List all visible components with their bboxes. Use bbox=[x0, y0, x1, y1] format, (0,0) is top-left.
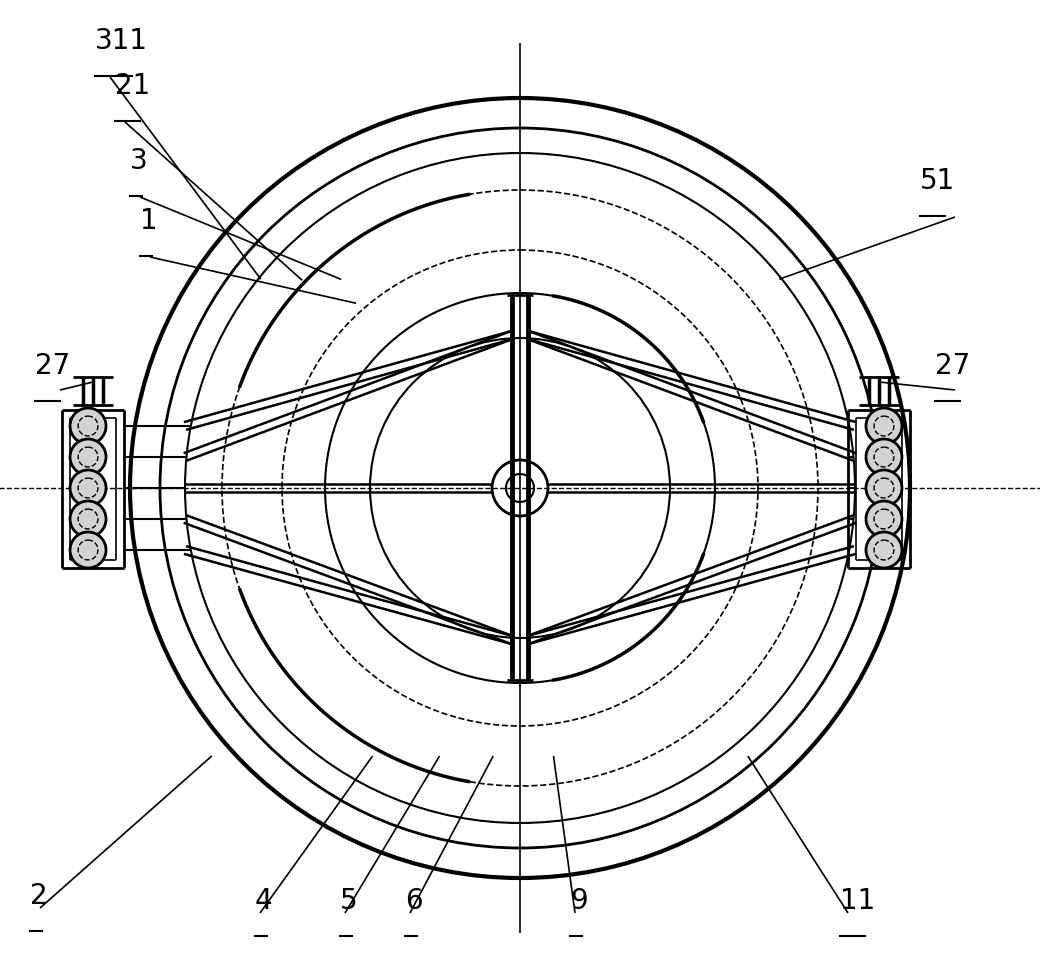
Circle shape bbox=[866, 408, 902, 444]
Circle shape bbox=[866, 532, 902, 568]
Text: 2: 2 bbox=[30, 882, 48, 910]
Circle shape bbox=[866, 470, 902, 506]
Circle shape bbox=[866, 501, 902, 537]
Text: 9: 9 bbox=[570, 887, 588, 915]
Text: 4: 4 bbox=[255, 887, 272, 915]
Text: 1: 1 bbox=[140, 207, 158, 235]
Circle shape bbox=[70, 408, 106, 444]
Text: 27: 27 bbox=[35, 352, 71, 380]
Text: 5: 5 bbox=[340, 887, 358, 915]
Text: 6: 6 bbox=[405, 887, 422, 915]
Circle shape bbox=[866, 439, 902, 475]
Text: 311: 311 bbox=[95, 27, 148, 55]
Text: 11: 11 bbox=[840, 887, 876, 915]
Text: 3: 3 bbox=[130, 147, 148, 175]
Circle shape bbox=[70, 470, 106, 506]
Circle shape bbox=[70, 439, 106, 475]
Circle shape bbox=[70, 532, 106, 568]
Circle shape bbox=[70, 501, 106, 537]
Text: 21: 21 bbox=[115, 72, 150, 100]
Text: 51: 51 bbox=[920, 167, 956, 195]
Text: 27: 27 bbox=[935, 352, 970, 380]
